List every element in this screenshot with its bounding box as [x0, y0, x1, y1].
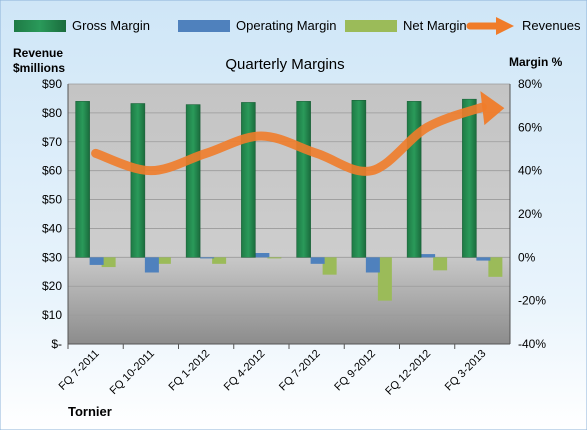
operating-margin-bar [366, 257, 380, 272]
company-label: Tornier [68, 404, 112, 419]
left-tick-label: $20 [42, 279, 62, 293]
gross-margin-bar [241, 102, 255, 257]
net-margin-legend-swatch [345, 20, 397, 32]
gross-margin-bar [76, 101, 90, 257]
right-tick-label: 20% [518, 207, 542, 221]
left-axis-label-line1: Revenue [13, 46, 63, 60]
gross-margin-legend-label: Gross Margin [72, 18, 150, 33]
right-tick-label: -40% [518, 337, 546, 351]
revenues-legend-label: Revenues [522, 18, 581, 33]
operating-margin-bar [200, 257, 214, 258]
gross-margin-bar [462, 99, 476, 257]
net-margin-bar [323, 257, 337, 274]
left-tick-label: $60 [42, 164, 62, 178]
net-margin-bar [212, 257, 226, 264]
operating-margin-bar [145, 257, 159, 272]
gross-margin-bar [407, 101, 421, 257]
operating-margin-bar [476, 257, 490, 260]
operating-margin-bar [90, 257, 104, 265]
operating-margin-bar [421, 254, 435, 257]
gross-margin-bar [186, 105, 200, 258]
net-margin-bar [488, 257, 502, 277]
operating-margin-legend-label: Operating Margin [236, 18, 336, 33]
left-tick-label: $30 [42, 250, 62, 264]
right-tick-label: -20% [518, 294, 546, 308]
left-tick-label: $50 [42, 193, 62, 207]
gross-margin-legend-swatch [14, 20, 66, 32]
net-margin-bar [433, 257, 447, 270]
gross-margin-bar [352, 100, 366, 257]
net-margin-bar [267, 257, 281, 258]
right-tick-label: 80% [518, 77, 542, 91]
gross-margin-bar [131, 104, 145, 258]
left-tick-label: $90 [42, 77, 62, 91]
left-tick-label: $- [51, 337, 62, 351]
left-tick-label: $10 [42, 308, 62, 322]
right-tick-label: 40% [518, 164, 542, 178]
left-tick-label: $80 [42, 106, 62, 120]
net-margin-bar [378, 257, 392, 300]
operating-margin-bar [311, 257, 325, 264]
operating-margin-legend-swatch [178, 20, 230, 32]
left-tick-label: $70 [42, 135, 62, 149]
operating-margin-bar [255, 253, 269, 257]
right-axis-label: Margin % [509, 55, 563, 69]
net-margin-legend-label: Net Margin [403, 18, 467, 33]
net-margin-bar [157, 257, 171, 264]
right-tick-label: 60% [518, 120, 542, 134]
left-tick-label: $40 [42, 221, 62, 235]
right-tick-label: 0% [518, 250, 536, 264]
net-margin-bar [102, 257, 116, 267]
left-axis-label-line2: $millions [13, 61, 65, 75]
chart-title: Quarterly Margins [225, 56, 344, 73]
gross-margin-bar [297, 101, 311, 257]
